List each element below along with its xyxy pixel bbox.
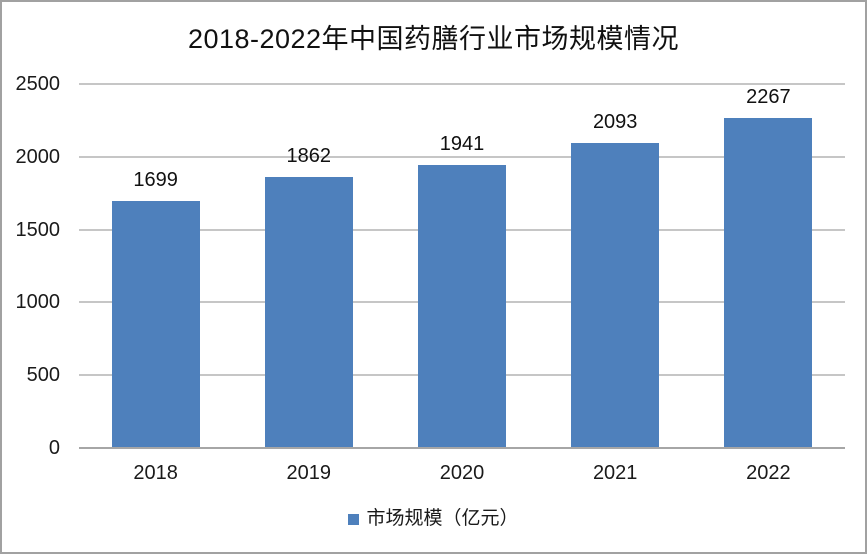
legend-label: 市场规模（亿元） — [366, 508, 519, 529]
y-tick-label: 500 — [26, 364, 60, 387]
gridline — [79, 83, 845, 85]
y-tick-label: 0 — [48, 437, 60, 459]
x-tick-label: 2018 — [133, 462, 178, 484]
x-tick-label: 2020 — [439, 462, 485, 484]
x-tick-label: 2019 — [286, 462, 332, 484]
bar-value-label: 1699 — [133, 168, 178, 191]
legend: 市场规模（亿元） — [2, 506, 865, 532]
legend-swatch-icon — [348, 513, 360, 525]
bar-value-label: 2267 — [746, 85, 791, 108]
bar-value-label: 2093 — [592, 111, 638, 134]
gridline — [79, 155, 845, 158]
bar-2019 — [264, 176, 353, 448]
bar-2020 — [418, 165, 506, 448]
y-tick-label: 1500 — [15, 218, 61, 241]
chart-title: 2018-2022年中国药膳行业市场规模情况 — [187, 24, 680, 54]
x-axis-line — [79, 447, 845, 449]
y-tick-label: 2000 — [15, 145, 61, 168]
y-tick-label: 2500 — [15, 73, 61, 95]
y-tick-label: 1000 — [15, 291, 61, 314]
bar-value-label: 1862 — [286, 144, 332, 167]
x-tick-label: 2021 — [592, 462, 638, 484]
bar-2022 — [724, 117, 813, 448]
bar-value-label: 1941 — [439, 133, 485, 156]
bar-2018 — [111, 200, 200, 448]
x-tick-label: 2022 — [746, 462, 791, 484]
bar-2021 — [571, 143, 660, 448]
